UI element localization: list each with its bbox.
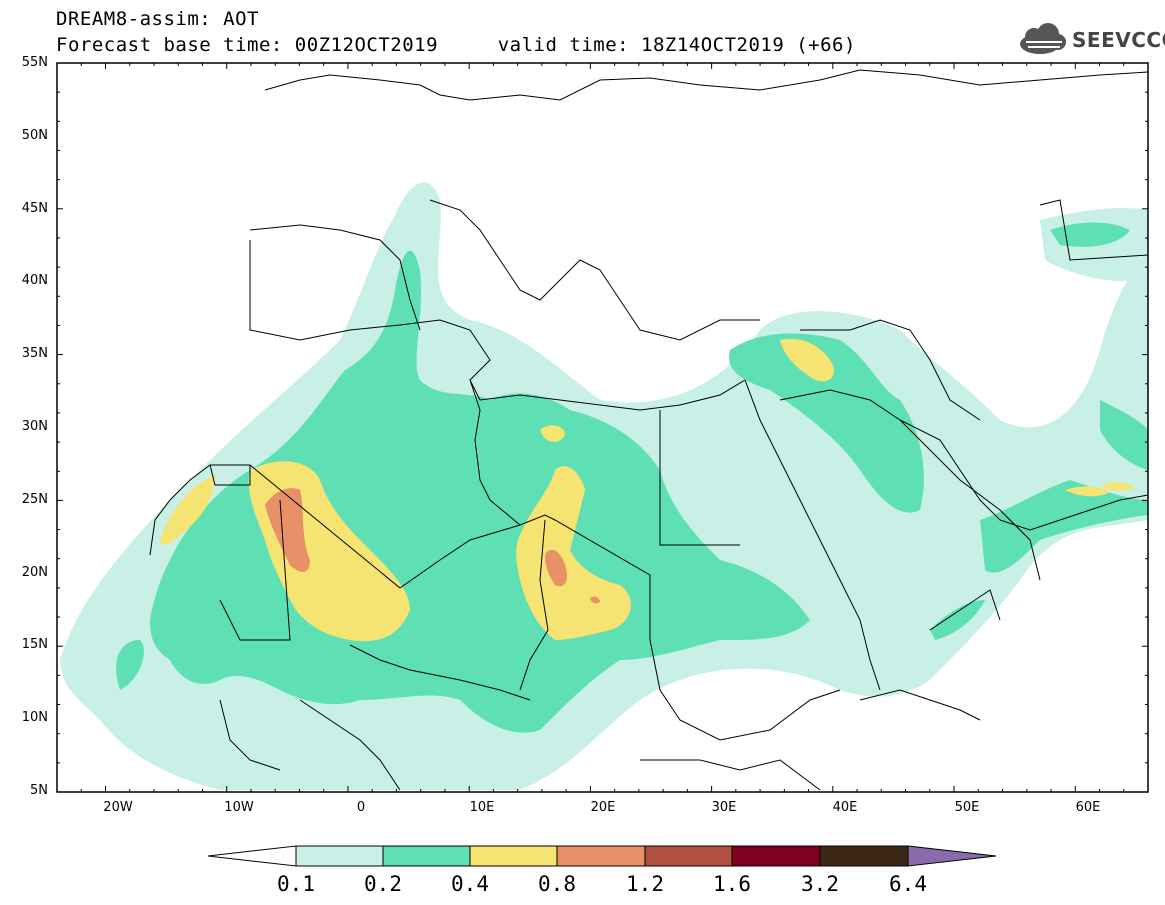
map-frame bbox=[56, 62, 1149, 793]
colorbar-label: 1.6 bbox=[713, 872, 751, 896]
country-borders bbox=[149, 69, 1148, 791]
lon-label: 40E bbox=[832, 800, 858, 815]
lon-label: 30E bbox=[711, 800, 737, 815]
lat-label: 30N bbox=[21, 419, 48, 434]
logo-text: SEEVCCC bbox=[1072, 28, 1165, 52]
lon-label: 20W bbox=[103, 800, 133, 815]
lat-label: 25N bbox=[21, 492, 48, 507]
colorbar-label: 0.1 bbox=[277, 872, 315, 896]
colorbar-swatch-5 bbox=[644, 845, 733, 867]
colorbar-swatch-6 bbox=[731, 845, 821, 867]
colorbar-label: 6.4 bbox=[889, 872, 927, 896]
colorbar-swatch-under bbox=[207, 845, 297, 867]
lon-label: 60E bbox=[1075, 800, 1101, 815]
colorbar-label: 1.2 bbox=[626, 872, 664, 896]
lat-label: 40N bbox=[21, 273, 48, 288]
lon-label: 50E bbox=[954, 800, 980, 815]
lat-label: 5N bbox=[30, 783, 48, 798]
aot-field bbox=[60, 69, 1148, 791]
map-title: DREAM8-assim: AOT bbox=[56, 8, 259, 30]
lon-label: 10E bbox=[469, 800, 495, 815]
lat-label: 50N bbox=[21, 128, 48, 143]
colorbar-swatch-3 bbox=[469, 845, 558, 867]
colorbar-swatch-4 bbox=[556, 845, 646, 867]
colorbar bbox=[207, 845, 997, 867]
colorbar-swatch-1 bbox=[295, 845, 384, 867]
lon-label: 20E bbox=[590, 800, 616, 815]
colorbar-label: 3.2 bbox=[801, 872, 839, 896]
lat-label: 45N bbox=[21, 201, 48, 216]
colorbar-label: 0.2 bbox=[364, 872, 402, 896]
lon-label: 0 bbox=[356, 800, 366, 815]
colorbar-label: 0.8 bbox=[538, 872, 576, 896]
aot-level-4 bbox=[265, 488, 600, 604]
lat-label: 15N bbox=[21, 637, 48, 652]
cloud-icon bbox=[1020, 23, 1066, 54]
colorbar-swatch-2 bbox=[382, 845, 471, 867]
lat-label: 10N bbox=[21, 710, 48, 725]
colorbar-label: 0.4 bbox=[451, 872, 489, 896]
colorbar-swatch-7 bbox=[819, 845, 909, 867]
lat-label: 20N bbox=[21, 565, 48, 580]
lat-label: 55N bbox=[21, 55, 48, 70]
colorbar-swatch-over bbox=[907, 845, 997, 867]
lon-label: 10W bbox=[224, 800, 254, 815]
map-subtitle: Forecast base time: 00Z12OCT2019 valid t… bbox=[56, 34, 856, 56]
lat-label: 35N bbox=[21, 346, 48, 361]
